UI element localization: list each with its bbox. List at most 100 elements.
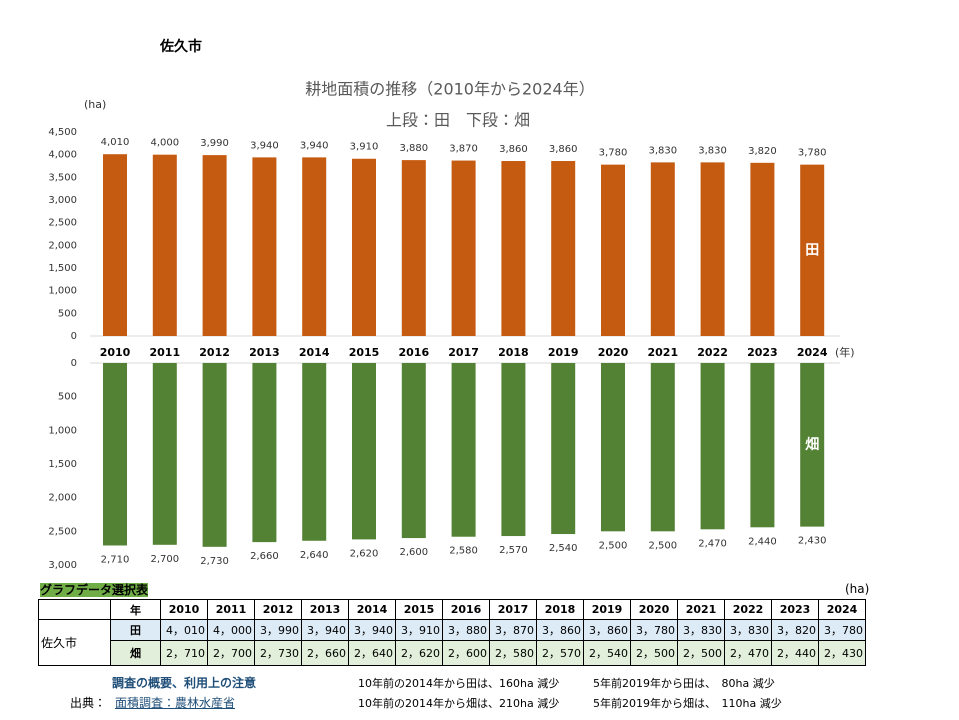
x-tick-label: 2012 [199, 346, 230, 359]
column-header: 2010 [160, 599, 208, 620]
table-cell: 2，440 [771, 640, 819, 666]
value-label: 3,860 [499, 144, 528, 155]
bar [501, 363, 526, 537]
x-tick-label: 2020 [598, 346, 629, 359]
value-label: 2,430 [798, 536, 827, 547]
value-label: 3,780 [599, 148, 628, 159]
table-cell: 4，010 [160, 619, 208, 641]
value-label: 2,700 [150, 554, 179, 565]
change-note: 10年前の2014年から田は、160ha 減少 [358, 677, 560, 690]
chart: 耕地面積の推移（2010年から2024年） 上段：田 下段：畑 (ha) (年) 0 50… [48, 80, 855, 572]
column-header: 2011 [207, 599, 255, 620]
bar [451, 363, 476, 537]
value-label: 2,470 [698, 538, 727, 549]
y-tick-label: 2,500 [48, 218, 77, 229]
value-label: 3,830 [648, 145, 677, 156]
value-label: 2,730 [200, 556, 229, 567]
series-annotation: 田 [805, 242, 819, 258]
source-link[interactable]: 面積調査：農林水産省 [115, 696, 236, 710]
bar [103, 363, 127, 546]
column-header: 2019 [583, 599, 631, 620]
table-cell: 2，620 [395, 640, 443, 666]
table-cell: 3，940 [301, 619, 349, 641]
bar [103, 154, 127, 336]
bar [650, 162, 675, 336]
bar [401, 160, 426, 336]
value-label: 3,830 [698, 145, 727, 156]
bar [152, 363, 177, 545]
value-label: 3,880 [399, 143, 428, 154]
column-header: 2024 [818, 599, 866, 620]
x-tick-label: 2022 [697, 346, 728, 359]
bar [650, 363, 675, 532]
table-cell: 2，640 [348, 640, 396, 666]
table-row: 年 2010 2011 2012 2013 2014 2015 2016 2017 2018 201… [38, 599, 866, 620]
source-label: 出典： [70, 696, 107, 710]
bar [451, 160, 476, 336]
bar [401, 363, 426, 539]
x-tick-label: 2015 [349, 346, 380, 359]
value-label: 2,600 [399, 547, 428, 558]
value-label: 2,710 [101, 554, 130, 565]
bar [202, 363, 227, 547]
value-label: 2,540 [549, 543, 578, 554]
bar [601, 164, 625, 336]
overview-link[interactable]: 調査の概要、利用上の注意 [112, 676, 257, 690]
bar [750, 363, 775, 528]
value-label: 2,640 [300, 550, 329, 561]
y-tick-label: 1,000 [48, 286, 77, 297]
y-unit: (ha) [84, 98, 106, 111]
y-tick-label: 2,000 [48, 493, 77, 504]
x-tick-label: 2019 [548, 346, 579, 359]
table-cell: 2，600 [442, 640, 490, 666]
bar [551, 161, 576, 336]
y-tick-label: 500 [58, 392, 77, 403]
table-cell: 2，540 [583, 640, 631, 666]
table-cell: 2，580 [489, 640, 537, 666]
column-header: 2014 [348, 599, 396, 620]
table-cell: 3，830 [724, 619, 772, 641]
series-annotation: 畑 [804, 437, 819, 453]
column-header: 2018 [536, 599, 584, 620]
value-label: 4,010 [101, 137, 130, 148]
column-header: 2015 [395, 599, 443, 620]
x-unit: (年) [835, 345, 855, 359]
table-cell: 4，000 [207, 619, 255, 641]
table-cell: 3，820 [771, 619, 819, 641]
bar [800, 164, 825, 336]
change-note: 5年前2019年から田は、 80ha 減少 [593, 677, 775, 690]
x-tick-label: 2023 [747, 346, 778, 359]
bar [152, 154, 177, 336]
y-tick-label: 1,500 [48, 263, 77, 274]
table-cell: 2，700 [207, 640, 255, 666]
bar [302, 363, 327, 541]
table-row: 畑 2，710 2，700 2，730 2，660 2，640 2，620 2，600 2，58… [39, 640, 866, 666]
table-cell: 3，990 [254, 619, 302, 641]
x-tick-label: 2018 [498, 346, 529, 359]
x-tick-label: 2014 [299, 346, 330, 359]
bar [501, 161, 526, 336]
data-table: 年 2010 2011 2012 2013 2014 2015 2016 2017 2018 201… [38, 599, 866, 666]
table-cell: 3，780 [818, 619, 866, 641]
table-cell: 3，870 [489, 619, 537, 641]
y-tick-label: 0 [71, 358, 77, 369]
table-cell: 3，780 [630, 619, 678, 641]
table-title: グラフデータ選択表 [40, 581, 149, 598]
table-row: 佐久市田 4，010 4，000 3，990 3，940 3，940 3，910 3，880 3… [38, 619, 866, 666]
value-label: 3,940 [300, 140, 329, 151]
table-cell: 3，880 [442, 619, 490, 641]
value-label: 2,570 [499, 545, 528, 556]
city-title: 佐久市 [160, 39, 202, 55]
x-tick-label: 2021 [647, 346, 678, 359]
table-cell: 2，570 [536, 640, 584, 666]
table-cell: 2，660 [301, 640, 349, 666]
column-header: 2020 [630, 599, 678, 620]
y-tick-label: 4,000 [48, 150, 77, 161]
change-note: 5年前2019年から畑は、 110ha 減少 [593, 697, 782, 710]
y-tick-label: 0 [71, 331, 77, 342]
value-label: 2,500 [648, 540, 677, 551]
x-tick-label: 2010 [100, 346, 131, 359]
column-header: 2017 [489, 599, 537, 620]
x-tick-label: 2011 [149, 346, 180, 359]
